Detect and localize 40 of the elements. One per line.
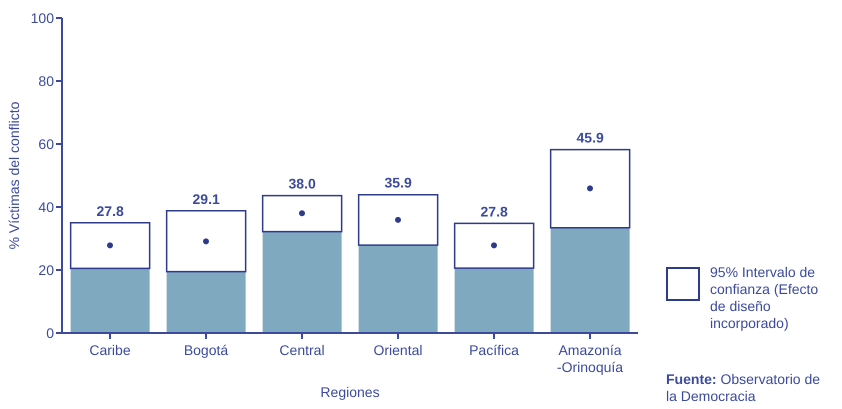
point	[203, 238, 209, 244]
bar	[358, 245, 438, 333]
bar	[262, 194, 342, 232]
data-label: 45.9	[576, 130, 604, 146]
bar	[262, 232, 342, 333]
bar	[166, 210, 246, 272]
text: 95% Intervalo de confianza (Efecto de diseño incorporado)	[710, 264, 820, 332]
data-label: 35.9	[384, 174, 412, 191]
point	[299, 210, 305, 216]
y-tick-label: 20	[38, 262, 54, 278]
data-label: 27.8	[96, 202, 124, 219]
bar	[454, 222, 534, 269]
point	[107, 242, 113, 248]
point	[491, 242, 497, 248]
point	[395, 216, 401, 223]
bar	[550, 148, 630, 229]
x-tick-label: Bogotá	[184, 342, 228, 358]
y-tick-label: 100	[30, 10, 54, 26]
x-axis-title: Regiones	[320, 384, 380, 400]
x-tick-label: Amazonía -Orinoquía	[556, 342, 624, 375]
x-tick-label: Pacífica	[469, 342, 520, 358]
bar	[70, 268, 150, 333]
y-tick-label: 40	[38, 198, 54, 215]
bar	[70, 222, 150, 270]
x-tick-label: Central	[279, 342, 325, 358]
y-axis-title: % Víctimas del conflicto	[6, 101, 22, 250]
source-note: Fuente: Observatorio de la Democracia	[666, 371, 822, 405]
y-tick-label: 80	[38, 72, 54, 89]
y-tick-label: 60	[38, 136, 54, 152]
data-label: 38.0	[288, 176, 316, 192]
bar	[358, 194, 438, 246]
x-tick-label: Oriental	[373, 342, 423, 358]
point	[587, 185, 593, 192]
y-tick-label: 0	[46, 324, 54, 341]
bar	[550, 228, 630, 333]
bar	[454, 268, 534, 333]
data-label: 27.8	[480, 203, 508, 220]
data-label: 29.1	[192, 190, 220, 207]
x-tick-label: Caribe	[89, 342, 131, 358]
bar	[166, 272, 246, 333]
